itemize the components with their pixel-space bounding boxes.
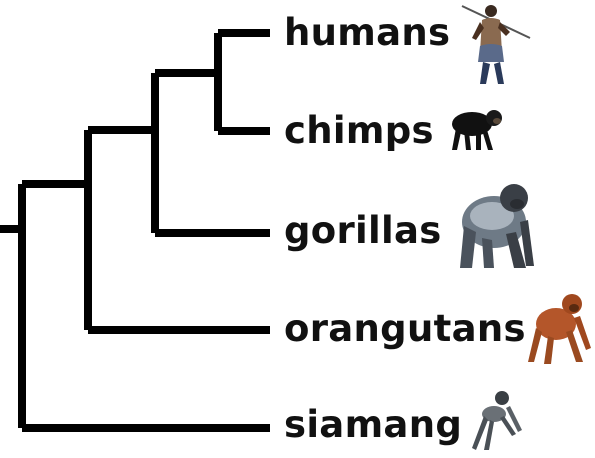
taxon-label-gorillas: gorillas (284, 209, 442, 252)
taxon-label-humans: humans (284, 11, 451, 54)
taxon-label-orangutans: orangutans (284, 307, 526, 350)
orangutan-icon (528, 294, 591, 364)
siamang-icon (472, 391, 522, 450)
chimpanzee-icon (452, 110, 502, 150)
human-figure-icon (461, 5, 531, 84)
taxon-label-siamang: siamang (284, 403, 463, 446)
gorilla-icon (460, 184, 534, 268)
taxon-label-chimps: chimps (284, 109, 434, 152)
